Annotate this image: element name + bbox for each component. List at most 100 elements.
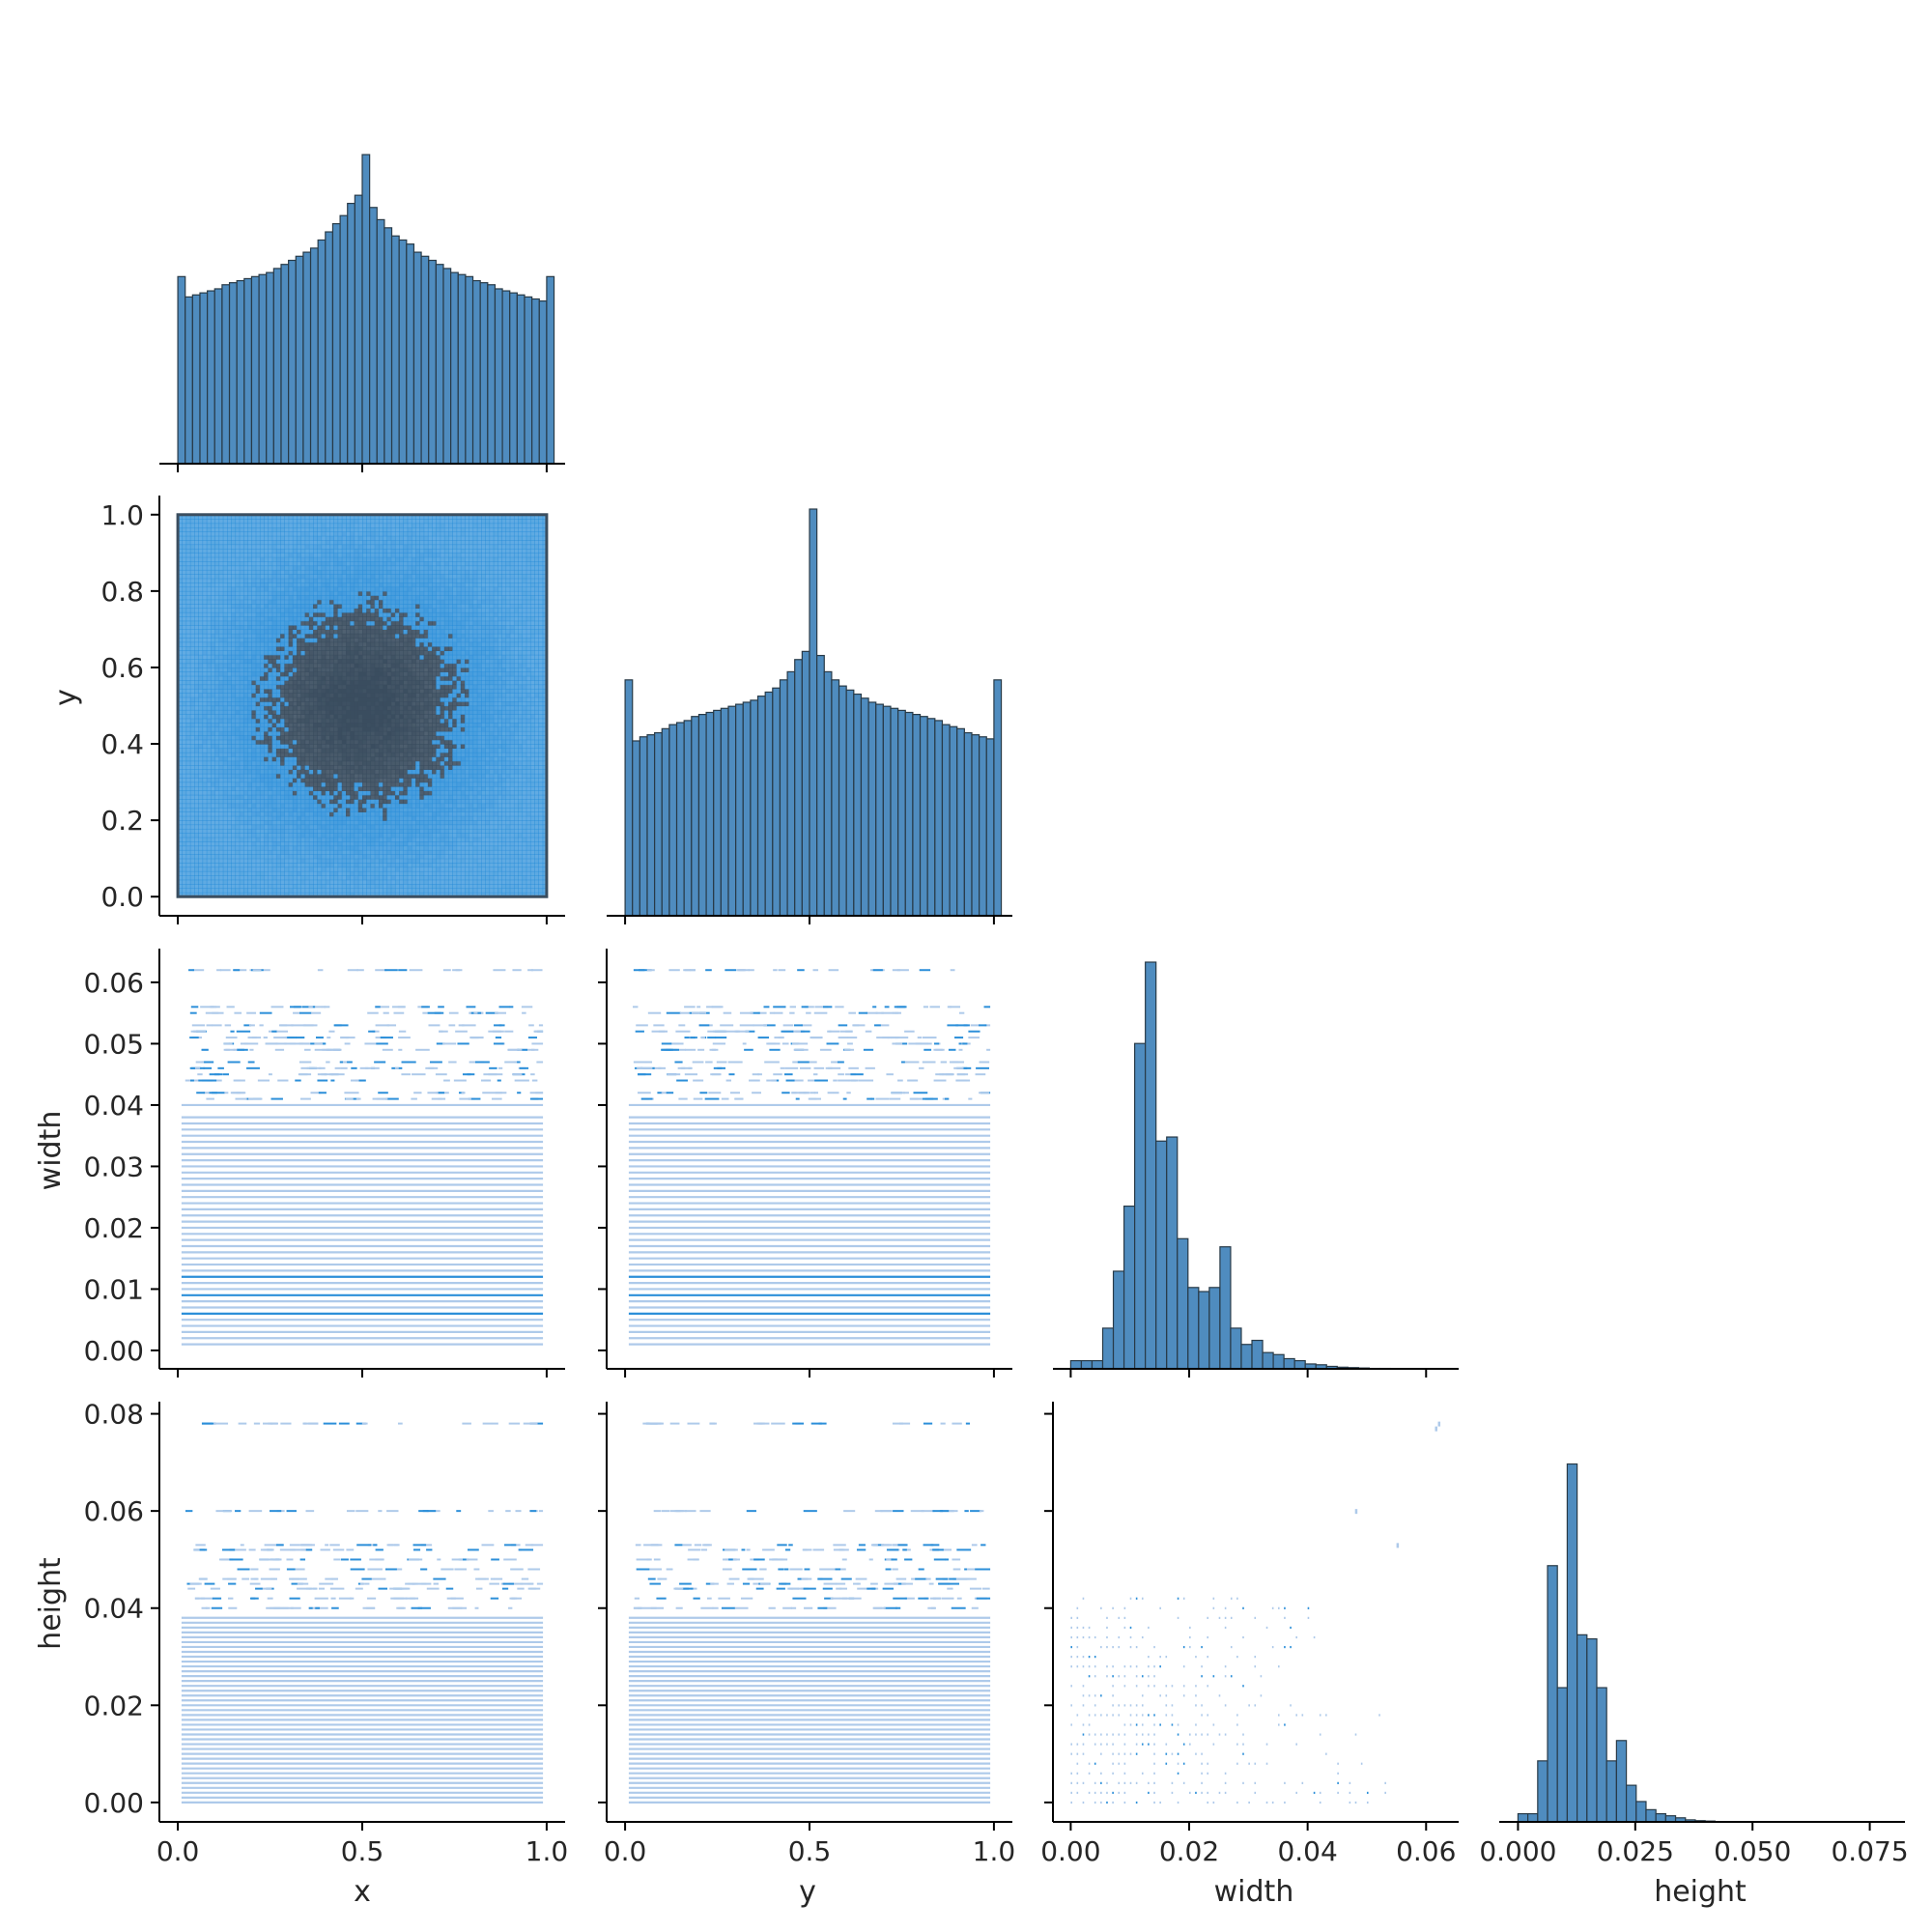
density-cell xyxy=(264,892,270,897)
density-cell xyxy=(268,556,273,562)
density-cell xyxy=(378,638,384,643)
density-cell xyxy=(264,675,270,681)
density-cell xyxy=(362,688,367,694)
density-cell xyxy=(275,548,281,554)
density-cell xyxy=(268,884,273,890)
density-cell xyxy=(288,709,294,715)
density-cell xyxy=(399,633,405,639)
density-cell xyxy=(394,519,400,525)
density-cell xyxy=(218,752,224,757)
density-cell xyxy=(218,586,224,592)
density-cell xyxy=(378,625,384,631)
density-cell xyxy=(374,586,380,592)
density-cell xyxy=(362,641,367,647)
density-cell xyxy=(268,748,273,753)
density-cell xyxy=(268,645,273,651)
density-cell xyxy=(308,773,314,779)
density-cell xyxy=(304,599,310,605)
density-cell xyxy=(394,739,400,745)
density-cell xyxy=(275,892,281,897)
density-cell xyxy=(354,748,359,753)
density-cell xyxy=(399,739,405,745)
density-cell xyxy=(321,641,327,647)
histogram-bar xyxy=(546,275,555,465)
density-cell xyxy=(211,879,215,885)
density-cell xyxy=(300,650,306,656)
density-cell xyxy=(198,888,204,894)
density-cell xyxy=(390,799,396,805)
density-cell xyxy=(218,756,224,762)
density-cell xyxy=(304,824,310,830)
density-cell xyxy=(182,675,187,681)
density-cell xyxy=(399,794,405,800)
density-cell xyxy=(378,875,384,881)
density-cell xyxy=(268,815,273,821)
density-cell xyxy=(378,531,384,537)
density-cell xyxy=(333,590,339,596)
density-cell xyxy=(231,726,237,732)
density-cell xyxy=(235,544,241,550)
density-cell xyxy=(185,650,191,656)
density-cell xyxy=(194,705,199,711)
density-cell xyxy=(242,599,248,605)
density-cell xyxy=(202,854,208,860)
density-cell xyxy=(271,540,277,546)
density-cell xyxy=(264,752,270,757)
density-cell xyxy=(218,629,224,635)
density-cell xyxy=(194,799,199,805)
density-cell xyxy=(222,714,228,720)
density-cell xyxy=(390,696,396,702)
density-cell xyxy=(321,611,327,617)
density-cell xyxy=(231,773,237,779)
density-cell xyxy=(242,671,248,677)
density-cell xyxy=(370,803,376,809)
density-cell xyxy=(341,667,347,672)
density-cell xyxy=(275,870,281,876)
density-cell xyxy=(218,735,224,741)
density-cell xyxy=(239,815,244,821)
density-cell xyxy=(350,769,355,775)
density-cell xyxy=(227,582,232,588)
density-cell xyxy=(288,611,294,617)
density-cell xyxy=(337,820,343,826)
density-cell xyxy=(362,540,367,546)
density-cell xyxy=(222,863,228,868)
density-cell xyxy=(350,574,355,580)
density-cell xyxy=(222,760,228,766)
density-cell xyxy=(227,875,232,881)
density-cell xyxy=(288,824,294,830)
density-cell xyxy=(337,760,343,766)
density-cell xyxy=(399,599,405,605)
density-cell xyxy=(182,645,187,651)
density-cell xyxy=(297,888,301,894)
density-cell xyxy=(374,569,380,575)
density-cell xyxy=(333,837,339,842)
density-cell xyxy=(178,781,183,787)
density-cell xyxy=(333,582,339,588)
density-cell xyxy=(251,675,257,681)
density-cell xyxy=(182,608,187,613)
density-cell xyxy=(321,863,327,868)
density-cell xyxy=(218,514,224,520)
density-cell xyxy=(211,565,215,571)
density-cell xyxy=(297,650,301,656)
density-cell xyxy=(268,769,273,775)
density-cell xyxy=(346,680,351,686)
density-cell xyxy=(182,696,187,702)
density-cell xyxy=(357,569,363,575)
density-cell xyxy=(390,867,396,872)
density-cell xyxy=(313,884,318,890)
density-cell xyxy=(198,675,204,681)
density-cell xyxy=(242,608,248,613)
density-cell xyxy=(308,833,314,838)
density-cell xyxy=(297,718,301,724)
density-cell xyxy=(264,535,270,541)
density-cell xyxy=(386,845,392,851)
density-cell xyxy=(271,778,277,783)
density-cell xyxy=(275,526,281,532)
density-cell xyxy=(239,833,244,838)
density-cell xyxy=(329,556,334,562)
density-cell xyxy=(194,815,199,821)
density-cell xyxy=(308,875,314,881)
density-cell xyxy=(275,608,281,613)
